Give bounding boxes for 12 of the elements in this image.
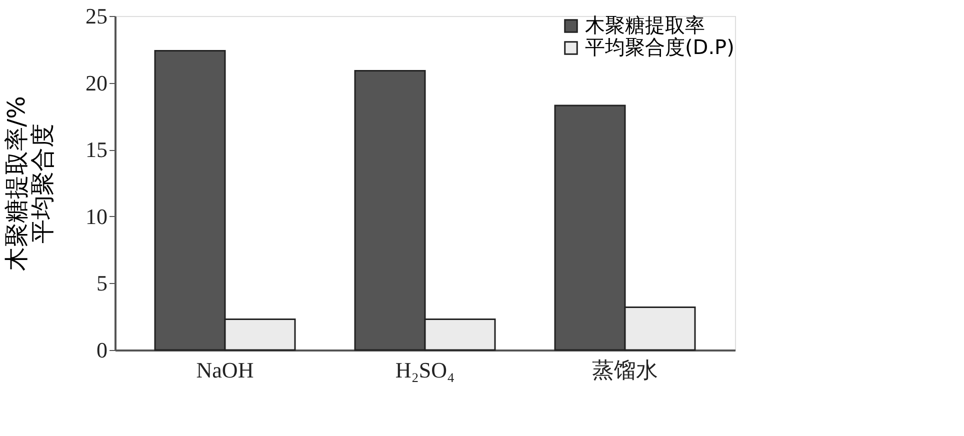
y-tick-label: 15 <box>86 137 108 162</box>
x-tick-label: NaOH <box>196 358 254 382</box>
y-tick-label: 20 <box>86 70 108 96</box>
y-tick-label: 0 <box>96 338 108 362</box>
y-tick-label: 25 <box>86 4 108 28</box>
x-tick-label: H₂SO₄ <box>395 358 455 382</box>
legend-label: 木聚糖提取率 <box>585 13 705 37</box>
legend-label: 平均聚合度(D.P) <box>585 35 734 59</box>
x-tick-label: 蒸馏水 <box>592 358 658 382</box>
y-tick-label: 5 <box>96 270 108 296</box>
y-tick-label: 10 <box>86 204 108 229</box>
y-axis-title: 木聚糖提取率/% 平均聚合度 <box>2 96 56 271</box>
